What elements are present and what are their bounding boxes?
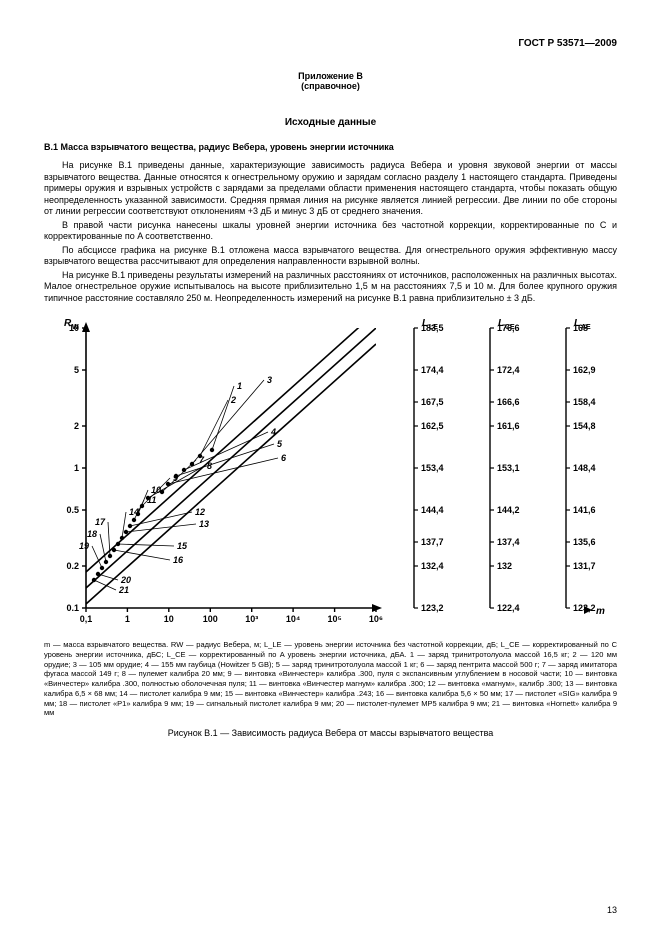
svg-text:10: 10 <box>151 485 161 495</box>
svg-text:0.1: 0.1 <box>66 603 79 613</box>
svg-text:5: 5 <box>74 365 79 375</box>
document-id: ГОСТ Р 53571—2009 <box>44 38 617 49</box>
svg-text:10⁵: 10⁵ <box>327 614 341 624</box>
appendix-note: (справочное) <box>44 81 617 91</box>
svg-text:10⁴: 10⁴ <box>286 614 300 624</box>
paragraph-4: На рисунке В.1 приведены результаты изме… <box>44 270 617 305</box>
svg-text:12: 12 <box>195 507 205 517</box>
svg-text:162,9: 162,9 <box>573 365 596 375</box>
svg-text:141,6: 141,6 <box>573 505 596 515</box>
svg-text:2: 2 <box>74 421 79 431</box>
svg-text:154,8: 154,8 <box>573 421 596 431</box>
svg-text:1: 1 <box>74 463 79 473</box>
svg-text:20: 20 <box>120 575 131 585</box>
svg-text:148,4: 148,4 <box>573 463 596 473</box>
paragraph-1: На рисунке В.1 приведены данные, характе… <box>44 160 617 218</box>
svg-text:4: 4 <box>270 427 276 437</box>
page-number: 13 <box>607 905 617 915</box>
svg-text:6: 6 <box>281 453 287 463</box>
svg-text:21: 21 <box>118 585 129 595</box>
svg-text:0,1: 0,1 <box>80 614 93 624</box>
svg-text:183,5: 183,5 <box>421 323 444 333</box>
subsection-title: В.1 Масса взрывчатого вещества, радиус В… <box>44 142 617 152</box>
svg-text:15: 15 <box>177 541 188 551</box>
svg-text:167,5: 167,5 <box>421 397 444 407</box>
svg-text:7: 7 <box>199 455 205 465</box>
svg-text:153,4: 153,4 <box>421 463 444 473</box>
svg-text:3: 3 <box>267 375 272 385</box>
svg-text:0.2: 0.2 <box>66 561 79 571</box>
svg-text:122,4: 122,4 <box>497 603 520 613</box>
svg-text:2: 2 <box>230 395 236 405</box>
svg-text:10: 10 <box>69 323 79 333</box>
svg-text:162,5: 162,5 <box>421 421 444 431</box>
svg-text:131,7: 131,7 <box>573 561 596 571</box>
svg-text:5: 5 <box>277 439 283 449</box>
svg-text:176,6: 176,6 <box>497 323 520 333</box>
svg-text:137,7: 137,7 <box>421 537 444 547</box>
svg-text:132,4: 132,4 <box>421 561 444 571</box>
paragraph-2: В правой части рисунка нанесены шкалы ур… <box>44 220 617 243</box>
svg-text:8: 8 <box>207 461 212 471</box>
svg-text:9: 9 <box>173 473 178 483</box>
svg-text:123,2: 123,2 <box>421 603 444 613</box>
svg-text:168: 168 <box>573 323 588 333</box>
figure-legend: m — масса взрывчатого вещества. RW — рад… <box>44 640 617 718</box>
svg-text:137,4: 137,4 <box>497 537 520 547</box>
section-title: Исходные данные <box>44 117 617 128</box>
svg-text:135,6: 135,6 <box>573 537 596 547</box>
svg-text:1: 1 <box>125 614 130 624</box>
svg-text:10: 10 <box>164 614 174 624</box>
svg-text:100: 100 <box>203 614 218 624</box>
svg-text:10³: 10³ <box>245 614 258 624</box>
svg-text:19: 19 <box>79 541 89 551</box>
svg-text:166,6: 166,6 <box>497 397 520 407</box>
svg-text:14: 14 <box>129 507 139 517</box>
appendix-label: Приложение В <box>44 71 617 81</box>
chart-svg: RW105210.50.20.10,111010010³10⁴10⁵10⁶123… <box>44 314 617 634</box>
svg-text:161,6: 161,6 <box>497 421 520 431</box>
svg-text:11: 11 <box>147 495 156 505</box>
svg-text:153,1: 153,1 <box>497 463 520 473</box>
svg-text:132: 132 <box>497 561 512 571</box>
svg-text:m: m <box>596 606 605 617</box>
svg-text:144,4: 144,4 <box>421 505 444 515</box>
svg-text:158,4: 158,4 <box>573 397 596 407</box>
svg-text:0.5: 0.5 <box>66 505 79 515</box>
figure-caption: Рисунок В.1 — Зависимость радиуса Вебера… <box>44 728 617 738</box>
svg-text:144,2: 144,2 <box>497 505 520 515</box>
svg-text:13: 13 <box>199 519 209 529</box>
svg-text:10⁶: 10⁶ <box>369 614 383 624</box>
chart-figure: RW105210.50.20.10,111010010³10⁴10⁵10⁶123… <box>44 314 617 634</box>
svg-text:17: 17 <box>95 517 106 527</box>
paragraph-3: По абсциссе графика на рисунке В.1 отлож… <box>44 245 617 268</box>
svg-text:1: 1 <box>237 381 242 391</box>
svg-text:16: 16 <box>173 555 184 565</box>
svg-text:174,4: 174,4 <box>421 365 444 375</box>
svg-text:18: 18 <box>87 529 97 539</box>
svg-text:172,4: 172,4 <box>497 365 520 375</box>
